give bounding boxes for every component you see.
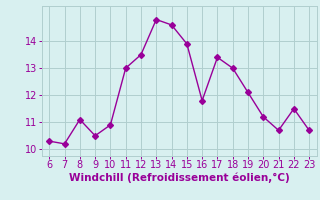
X-axis label: Windchill (Refroidissement éolien,°C): Windchill (Refroidissement éolien,°C) xyxy=(69,173,290,183)
